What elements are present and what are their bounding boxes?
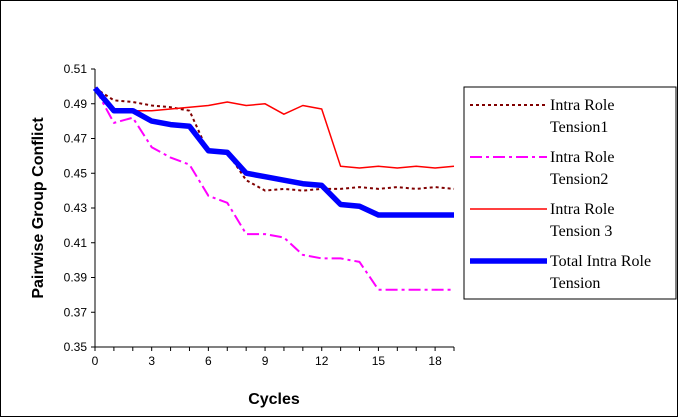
legend-label-4: Tension bbox=[550, 275, 600, 292]
x-tick-label: 6 bbox=[205, 354, 212, 368]
y-tick-label: 0.41 bbox=[64, 236, 88, 250]
legend-label-1: Intra Role bbox=[550, 97, 614, 114]
legend-label-3: Intra Role bbox=[550, 201, 614, 218]
x-tick-label: 12 bbox=[315, 354, 329, 368]
x-tick-label: 9 bbox=[262, 354, 269, 368]
axes: 0.35 0.37 0.39 0.41 0.43 0.45 0.47 0.49 0.51 0 3 6 9… bbox=[64, 62, 455, 368]
y-tick-label: 0.39 bbox=[64, 271, 88, 285]
legend-label-4: Total Intra Role bbox=[550, 253, 651, 270]
y-tick-label: 0.51 bbox=[64, 62, 88, 76]
legend-label-3: Tension 3 bbox=[550, 223, 612, 240]
series-line-3 bbox=[94, 87, 455, 169]
legend: Intra Role Tension1 Intra Role Tension2 Intr… bbox=[463, 86, 677, 300]
y-axis-title: Pairwise Group Conflict bbox=[30, 117, 47, 299]
y-tick-label: 0.37 bbox=[64, 305, 88, 319]
y-tick-label: 0.47 bbox=[64, 132, 88, 146]
legend-label-2: Intra Role bbox=[550, 149, 614, 166]
series-line-4 bbox=[92, 86, 454, 218]
x-tick-label: 18 bbox=[428, 354, 442, 368]
legend-label-2: Tension2 bbox=[550, 171, 608, 188]
series-line-1 bbox=[94, 87, 455, 192]
y-tick-label: 0.43 bbox=[64, 201, 88, 215]
x-tick-label: 0 bbox=[92, 354, 99, 368]
y-tick-label: 0.35 bbox=[64, 340, 88, 354]
y-tick-label: 0.45 bbox=[64, 166, 88, 180]
series-line-2 bbox=[94, 87, 454, 291]
x-tick-label: 3 bbox=[148, 354, 155, 368]
x-tick-label: 15 bbox=[372, 354, 386, 368]
legend-label-1: Tension1 bbox=[550, 119, 608, 136]
y-tick-label: 0.49 bbox=[64, 97, 88, 111]
x-axis-title: Cycles bbox=[248, 391, 300, 408]
series-layer bbox=[92, 86, 455, 291]
